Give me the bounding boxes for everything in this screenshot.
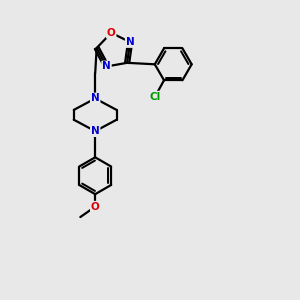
Text: N: N — [126, 37, 134, 47]
Text: Cl: Cl — [149, 92, 161, 102]
Text: O: O — [91, 202, 100, 212]
Text: O: O — [107, 28, 116, 38]
Text: N: N — [91, 126, 100, 136]
Text: N: N — [102, 61, 111, 71]
Text: N: N — [91, 94, 100, 103]
